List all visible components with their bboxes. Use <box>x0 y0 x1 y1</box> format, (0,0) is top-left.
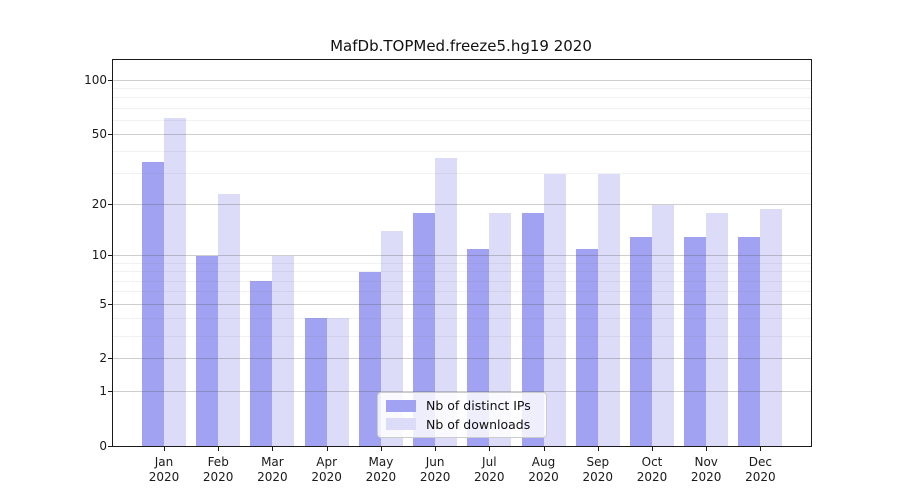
x-tick-mark-feb <box>218 446 220 451</box>
chart-title: MafDb.TOPMed.freeze5.hg19 2020 <box>330 37 592 55</box>
x-tick-label-apr: Apr 2020 <box>311 455 342 484</box>
bar-nb-of-distinct-ips-may <box>358 271 381 446</box>
x-tick-label-dec: Dec 2020 <box>745 455 776 484</box>
x-tick-label-aug: Aug 2020 <box>528 455 559 484</box>
x-tick-mark-aug <box>543 446 545 451</box>
bar-nb-of-distinct-ips-dec <box>738 236 761 446</box>
y-tick-mark-50 <box>108 133 113 135</box>
minor-gridline-80 <box>113 97 811 99</box>
bar-nb-of-downloads-jul <box>489 212 512 446</box>
legend-label-distinct-ips: Nb of distinct IPs <box>426 398 531 414</box>
x-tick-label-jun: Jun 2020 <box>419 455 451 484</box>
bar-nb-of-downloads-jan <box>164 117 186 446</box>
x-tick-label-nov: Nov 2020 <box>690 455 722 484</box>
x-tick-mark-apr <box>326 446 328 451</box>
bar-nb-of-distinct-ips-jan <box>142 162 164 446</box>
y-tick-mark-10 <box>108 255 113 257</box>
bar-nb-of-distinct-ips-apr <box>304 318 327 446</box>
bar-nb-of-distinct-ips-mar <box>250 281 273 446</box>
legend: Nb of distinct IPs Nb of downloads <box>377 392 547 438</box>
y-tick-mark-20 <box>108 204 113 206</box>
minor-gridline-4 <box>113 317 811 319</box>
bar-nb-of-downloads-oct <box>652 204 674 446</box>
bar-nb-of-distinct-ips-nov <box>684 236 707 446</box>
y-tick-mark-100 <box>108 79 113 81</box>
y-tick-mark-2 <box>108 358 113 360</box>
minor-gridline-30 <box>113 173 811 175</box>
major-gridline-10 <box>113 255 811 257</box>
major-gridline-1 <box>113 390 811 392</box>
y-tick-label-2: 2 <box>99 351 107 366</box>
x-tick-mark-jan <box>164 446 165 451</box>
x-tick-mark-mar <box>272 446 274 451</box>
x-tick-label-feb: Feb 2020 <box>202 455 234 484</box>
legend-swatch-downloads <box>386 418 416 431</box>
bar-nb-of-downloads-feb <box>218 194 241 446</box>
x-tick-mark-may <box>380 446 382 451</box>
bar-nb-of-downloads-dec <box>760 208 783 446</box>
x-tick-label-sep: Sep 2020 <box>582 455 614 484</box>
bar-nb-of-distinct-ips-sep <box>575 249 598 446</box>
y-tick-label-100: 100 <box>84 72 107 87</box>
x-tick-label-jul: Jul 2020 <box>474 455 505 484</box>
x-tick-mark-oct <box>652 446 653 451</box>
y-tick-label-0: 0 <box>99 438 107 453</box>
y-tick-label-5: 5 <box>99 296 107 311</box>
bar-nb-of-downloads-aug <box>543 173 566 446</box>
x-tick-label-mar: Mar 2020 <box>257 455 288 484</box>
major-gridline-50 <box>113 133 811 135</box>
x-tick-mark-sep <box>597 446 599 451</box>
minor-gridline-3 <box>113 335 811 337</box>
y-tick-label-10: 10 <box>91 248 107 263</box>
bar-nb-of-downloads-sep <box>597 173 620 446</box>
bar-nb-of-downloads-apr <box>326 318 349 446</box>
y-tick-label-50: 50 <box>91 126 107 141</box>
minor-gridline-60 <box>113 119 811 121</box>
y-tick-label-20: 20 <box>91 197 107 212</box>
major-gridline-2 <box>113 358 811 360</box>
x-tick-label-oct: Oct 2020 <box>636 455 668 484</box>
x-tick-mark-jun <box>435 446 437 451</box>
x-tick-label-may: May 2020 <box>365 455 397 484</box>
minor-gridline-70 <box>113 107 811 109</box>
plot-area: Nb of distinct IPs Nb of downloads 0 1 2 5 1… <box>84 59 812 484</box>
x-tick-mark-dec <box>760 446 762 451</box>
bar-nb-of-distinct-ips-jun <box>413 212 436 446</box>
bar-nb-of-downloads-nov <box>706 212 729 446</box>
minor-gridline-9 <box>113 263 811 264</box>
legend-item-downloads: Nb of downloads <box>386 417 538 432</box>
y-tick-label-1: 1 <box>99 383 107 398</box>
major-gridline-20 <box>113 204 811 206</box>
bar-nb-of-distinct-ips-aug <box>521 212 544 446</box>
legend-label-downloads: Nb of downloads <box>426 416 531 432</box>
legend-item-distinct-ips: Nb of distinct IPs <box>386 398 538 413</box>
bar-nb-of-downloads-jun <box>435 157 458 446</box>
y-tick-mark-1 <box>108 390 113 392</box>
y-tick-mark-0 <box>108 445 113 447</box>
y-tick-mark-5 <box>108 303 113 305</box>
bar-nb-of-downloads-mar <box>272 255 295 446</box>
x-tick-label-jan: Jan 2020 <box>148 455 180 484</box>
minor-gridline-90 <box>113 88 811 89</box>
major-gridline-5 <box>113 303 811 305</box>
legend-swatch-distinct-ips <box>386 399 416 412</box>
minor-gridline-6 <box>113 291 811 293</box>
bar-nb-of-distinct-ips-oct <box>630 236 652 446</box>
major-gridline-100 <box>113 79 811 81</box>
x-tick-mark-nov <box>706 446 708 451</box>
bar-nb-of-distinct-ips-feb <box>196 255 219 446</box>
minor-gridline-7 <box>113 280 811 282</box>
minor-gridline-40 <box>113 151 811 153</box>
x-tick-mark-jul <box>489 446 491 451</box>
minor-gridline-8 <box>113 271 811 273</box>
